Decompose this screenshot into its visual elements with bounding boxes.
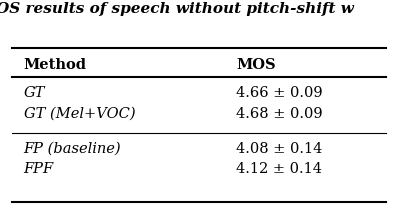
Text: GT (Mel+VOC): GT (Mel+VOC) bbox=[24, 107, 135, 121]
Text: Method: Method bbox=[24, 58, 87, 72]
Text: 4.08 ± 0.14: 4.08 ± 0.14 bbox=[236, 142, 323, 156]
Text: 4.66 ± 0.09: 4.66 ± 0.09 bbox=[236, 86, 323, 100]
Text: 4.68 ± 0.09: 4.68 ± 0.09 bbox=[236, 107, 323, 121]
Text: FPF: FPF bbox=[24, 162, 54, 176]
Text: FP (baseline): FP (baseline) bbox=[24, 142, 121, 156]
Text: MOS: MOS bbox=[236, 58, 276, 72]
Text: 4.12 ± 0.14: 4.12 ± 0.14 bbox=[236, 162, 322, 176]
Text: OS results of speech without pitch-shift w: OS results of speech without pitch-shift… bbox=[0, 2, 354, 16]
Text: GT: GT bbox=[24, 86, 45, 100]
